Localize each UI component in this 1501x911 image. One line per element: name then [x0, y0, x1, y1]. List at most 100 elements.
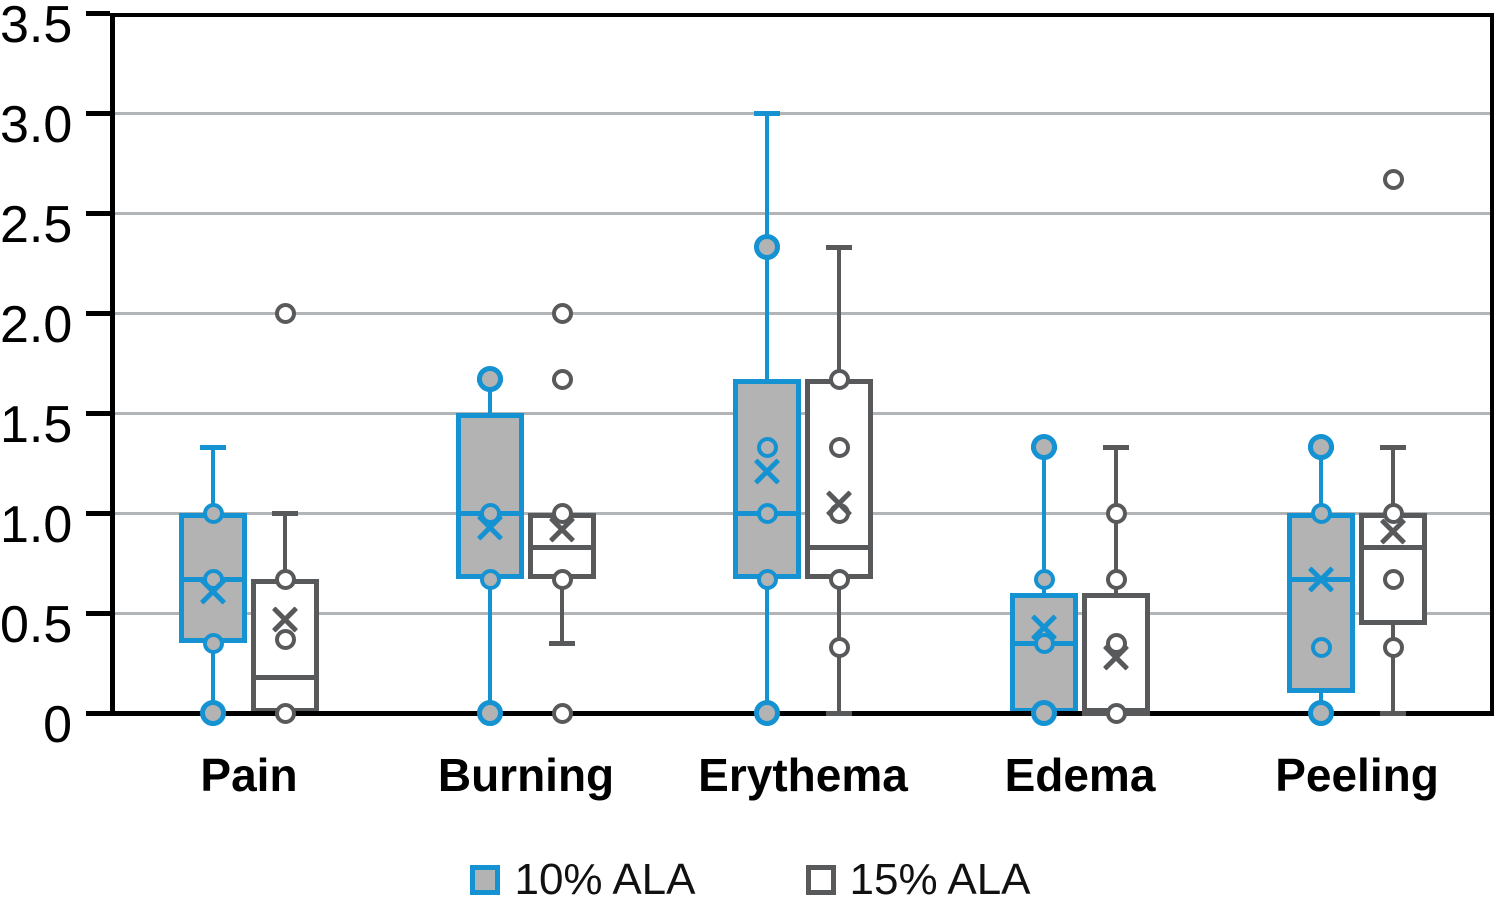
category-label-burning: Burning — [437, 749, 615, 801]
data-point-15-ala-edema — [1105, 502, 1127, 524]
category-label-pain: Pain — [200, 749, 298, 801]
gridline — [113, 511, 1491, 515]
mean-marker-15-ala-burning — [546, 513, 578, 545]
whisker-upper-10-ala-pain — [211, 447, 215, 513]
data-point-15-ala-peeling — [1382, 502, 1404, 524]
y-axis-tick-label: 2.0 — [0, 296, 73, 354]
category-label-edema: Edema — [1004, 749, 1156, 801]
data-point-15-ala-burning — [551, 502, 573, 524]
data-point-15-ala-edema — [1105, 568, 1127, 590]
whisker-upper-15-ala-erythema — [837, 247, 841, 379]
data-point-10-ala-edema — [1033, 568, 1055, 590]
y-axis-tick-label: 0.5 — [0, 596, 73, 654]
whisker-cap-top-15-ala-erythema — [826, 244, 852, 250]
data-point-10-ala-pain — [202, 632, 224, 654]
median-line-15-ala-burning — [528, 544, 596, 550]
y-axis-tick-label: 3.5 — [0, 0, 73, 54]
y-axis-tick-label: 2.5 — [0, 196, 73, 254]
y-axis-line — [110, 13, 115, 716]
whisker-cap-top-15-ala-pain — [272, 510, 298, 516]
whisker-cap-bottom-15-ala-burning — [549, 640, 575, 646]
gridline — [113, 311, 1491, 315]
whisker-lower-10-ala-burning — [488, 579, 492, 713]
legend-item-15-ala: 15% ALA — [805, 855, 1031, 905]
whisker-end-point-10-ala-edema — [1031, 434, 1057, 460]
category-label-peeling: Peeling — [1275, 749, 1439, 801]
data-point-15-ala-pain — [274, 628, 296, 650]
data-point-10-ala-burning — [479, 568, 501, 590]
y-axis-tick-label: 1.0 — [0, 496, 73, 554]
y-axis-tick-label: 0 — [43, 696, 72, 754]
legend-label-15-ala: 15% ALA — [849, 855, 1031, 904]
outlier-point-15-ala-burning — [551, 302, 573, 324]
whisker-end-point-10-ala-burning — [477, 700, 503, 726]
whisker-end-point-10-ala-edema — [1031, 700, 1057, 726]
whisker-lower-15-ala-peeling — [1391, 625, 1395, 713]
median-line-15-ala-erythema — [805, 544, 873, 550]
data-point-15-ala-pain — [274, 568, 296, 590]
whisker-end-point-10-ala-erythema — [754, 700, 780, 726]
mean-marker-15-ala-erythema — [823, 487, 855, 519]
mean-marker-15-ala-peeling — [1377, 515, 1409, 547]
whisker-cap-bottom-15-ala-peeling — [1380, 710, 1406, 716]
data-point-10-ala-peeling — [1310, 636, 1332, 658]
data-point-15-ala-burning — [551, 702, 573, 724]
whisker-lower-10-ala-pain — [211, 643, 215, 713]
data-point-15-ala-peeling — [1382, 636, 1404, 658]
data-point-15-ala-edema — [1105, 702, 1127, 724]
mean-marker-10-ala-erythema — [751, 455, 783, 487]
legend-swatch-10-ala-icon — [470, 865, 501, 895]
whisker-upper-15-ala-peeling — [1391, 447, 1395, 513]
plot-top-border — [110, 13, 1494, 17]
y-axis-tick-label: 3.0 — [0, 96, 73, 154]
data-point-15-ala-erythema — [828, 568, 850, 590]
data-point-15-ala-peeling — [1382, 568, 1404, 590]
y-axis-tick — [86, 310, 110, 316]
data-point-10-ala-pain — [202, 502, 224, 524]
plot-area — [110, 13, 1494, 726]
mean-marker-10-ala-peeling — [1305, 563, 1337, 595]
whisker-cap-top-10-ala-pain — [200, 444, 226, 450]
whisker-cap-top-15-ala-edema — [1103, 444, 1129, 450]
median-line-15-ala-peeling — [1359, 544, 1427, 550]
whisker-lower-10-ala-erythema — [765, 579, 769, 713]
gridline — [113, 611, 1491, 615]
mean-marker-10-ala-pain — [197, 575, 229, 607]
legend-label-10-ala: 10% ALA — [514, 855, 696, 904]
legend: 10% ALA 15% ALA — [0, 852, 1501, 908]
data-point-15-ala-erythema — [828, 636, 850, 658]
whisker-cap-bottom-15-ala-erythema — [826, 710, 852, 716]
y-axis-tick-label: 1.5 — [0, 396, 73, 454]
box-10-ala-peeling — [1287, 513, 1355, 693]
gridline — [113, 211, 1491, 215]
y-axis-tick — [86, 610, 110, 616]
mean-marker-15-ala-edema — [1100, 641, 1132, 673]
whisker-end-point-10-ala-peeling — [1308, 434, 1334, 460]
data-point-10-ala-erythema — [756, 502, 778, 524]
data-point-15-ala-erythema — [828, 368, 850, 390]
category-label-erythema: Erythema — [698, 749, 908, 801]
gridline — [113, 411, 1491, 415]
y-axis-tick — [86, 110, 110, 116]
whisker-end-point-10-ala-erythema — [754, 234, 780, 260]
data-point-10-ala-erythema — [756, 436, 778, 458]
mean-marker-10-ala-edema — [1028, 611, 1060, 643]
data-point-15-ala-burning — [551, 568, 573, 590]
whisker-upper-10-ala-peeling — [1319, 447, 1323, 513]
outlier-point-15-ala-pain — [274, 302, 296, 324]
whisker-upper-10-ala-edema — [1042, 447, 1046, 593]
mean-marker-15-ala-pain — [269, 603, 301, 635]
data-point-10-ala-erythema — [756, 568, 778, 590]
plot-right-border — [1490, 13, 1494, 716]
data-point-10-ala-edema — [1033, 632, 1055, 654]
data-point-10-ala-peeling — [1310, 502, 1332, 524]
outlier-point-15-ala-burning — [551, 368, 573, 390]
gridline — [113, 111, 1491, 115]
box-10-ala-burning — [456, 413, 524, 579]
whisker-cap-top-10-ala-erythema — [754, 110, 780, 116]
y-axis-tick — [86, 410, 110, 416]
legend-swatch-15-ala-icon — [805, 865, 836, 895]
data-point-15-ala-erythema — [828, 436, 850, 458]
mean-marker-10-ala-burning — [474, 511, 506, 543]
